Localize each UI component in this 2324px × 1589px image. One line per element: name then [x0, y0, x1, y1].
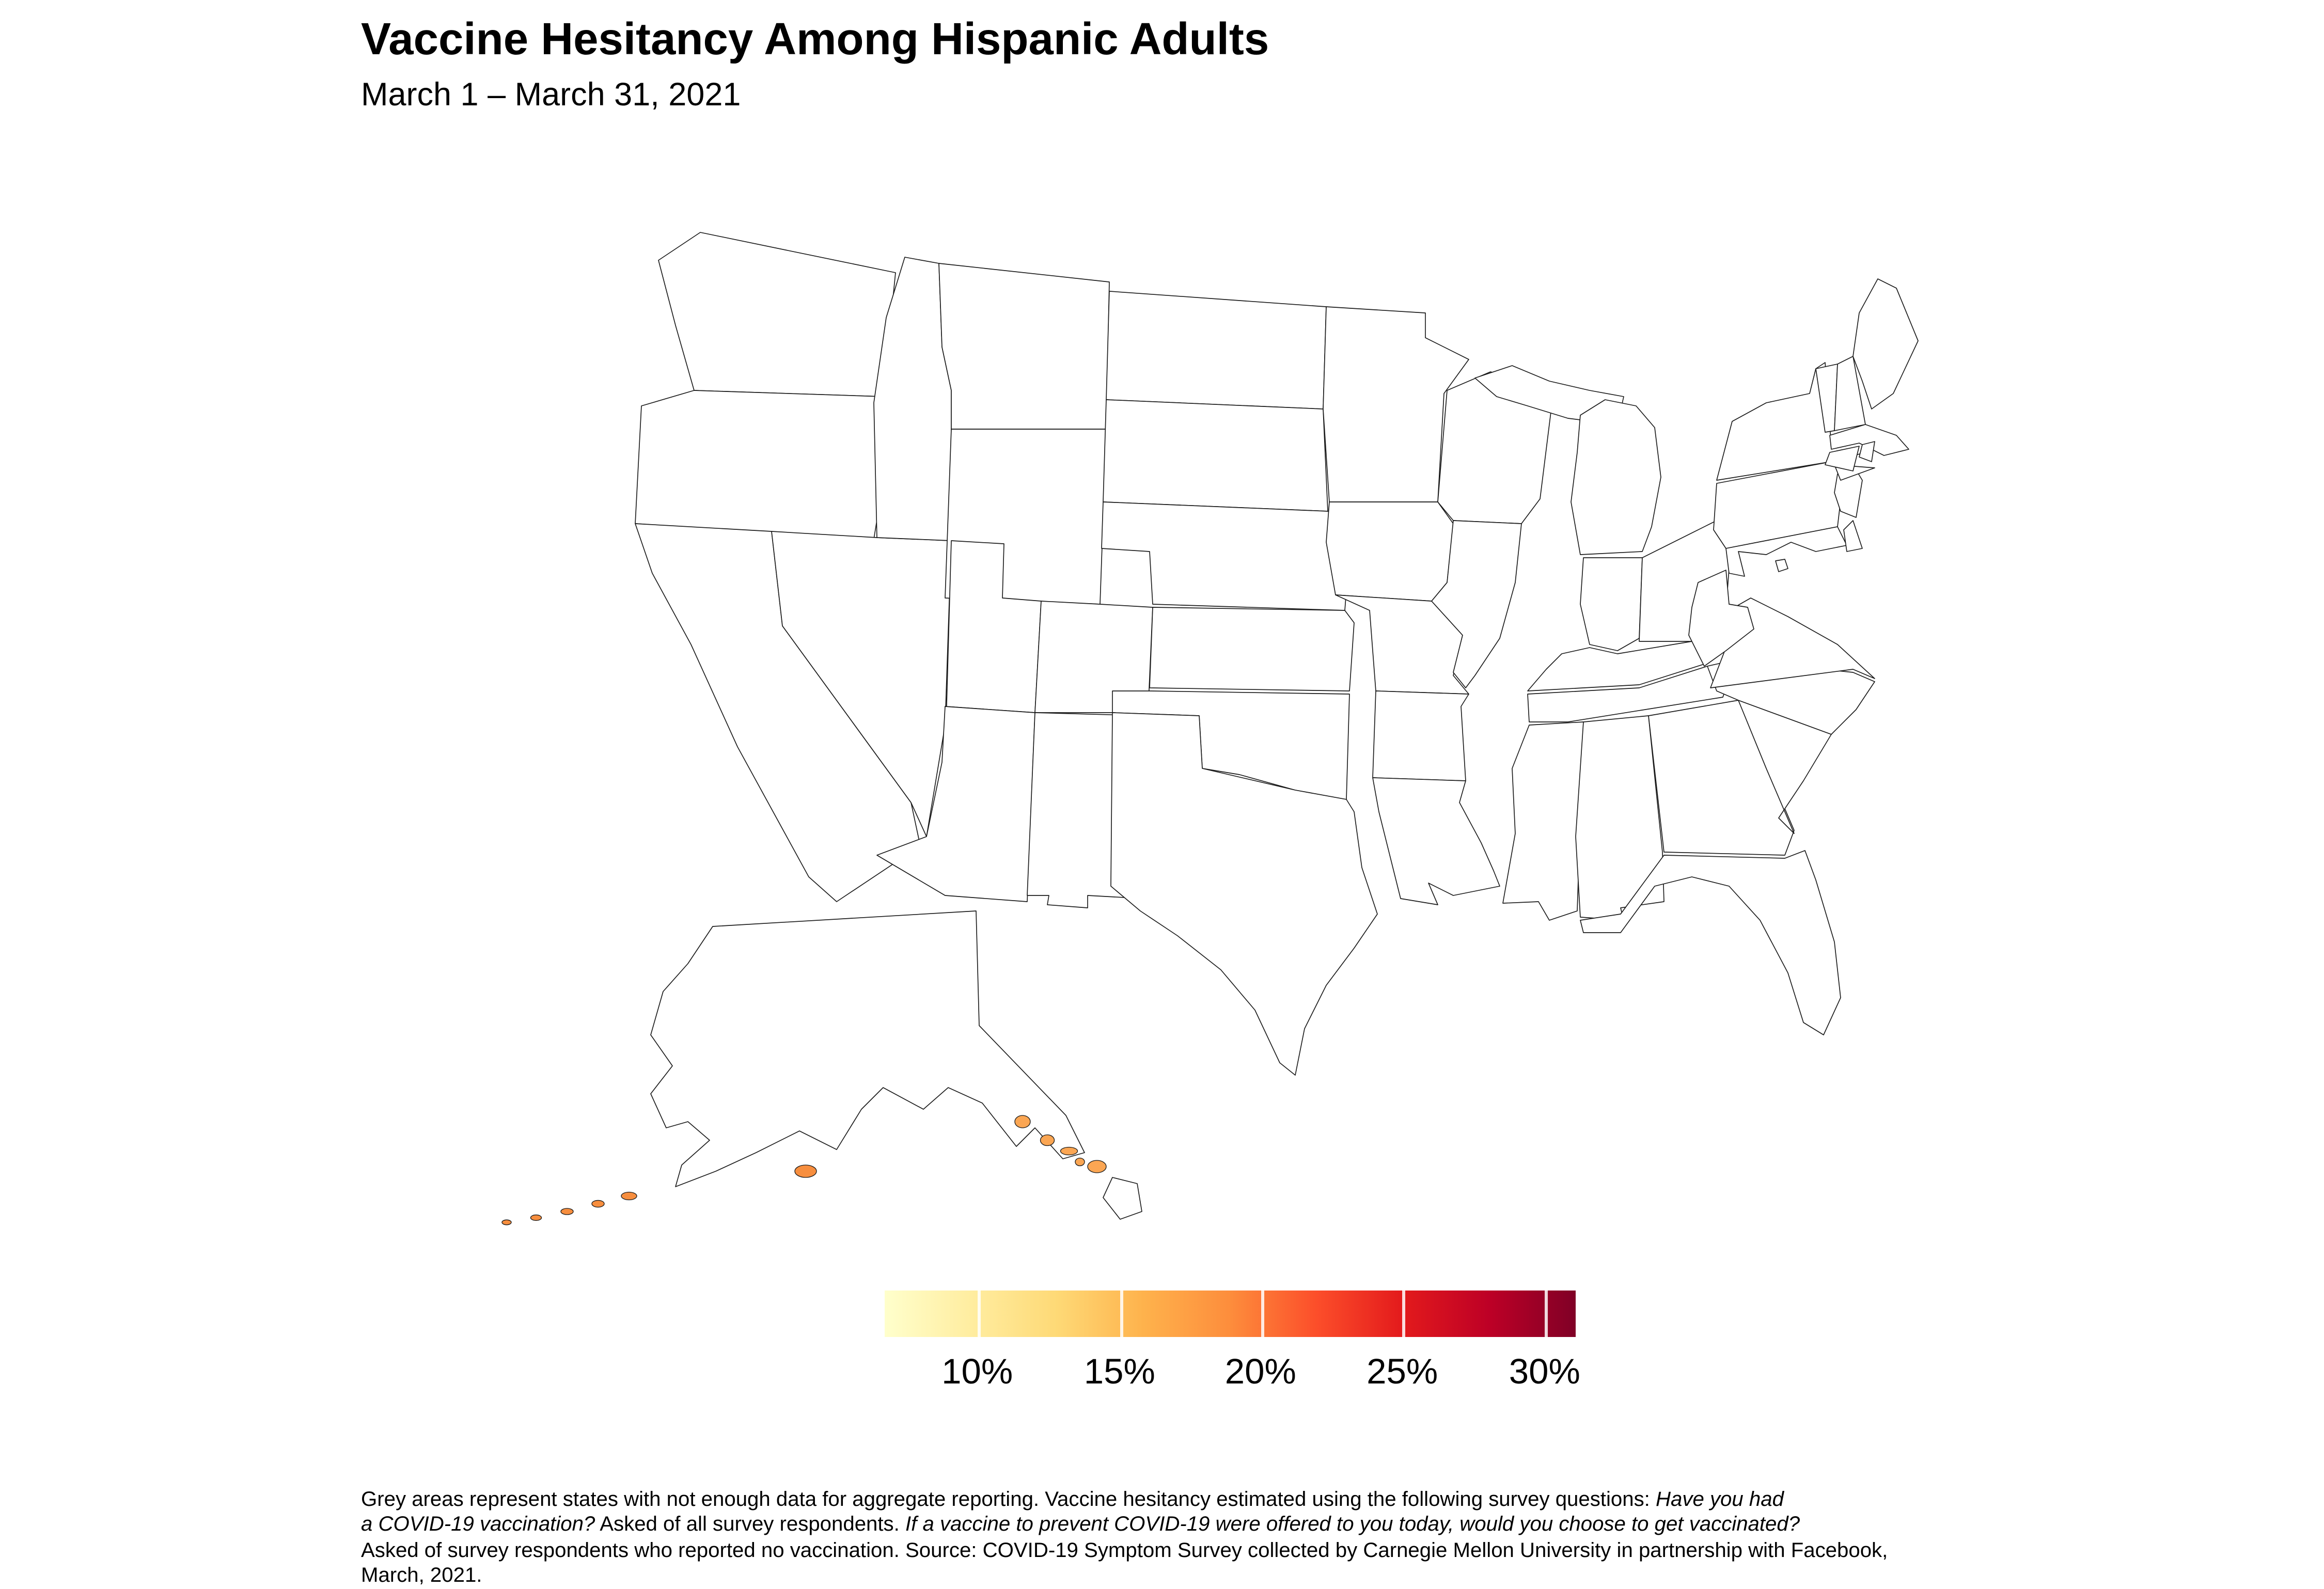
figure: Vaccine Hesitancy Among Hispanic Adults … [361, 15, 1919, 1587]
state-south-dakota [1103, 399, 1328, 512]
hawaii-kauai [1014, 1115, 1031, 1128]
legend-gradient-bar [885, 1291, 1576, 1337]
legend-tick-mark [1402, 1291, 1406, 1337]
state-district-of-columbia [1775, 559, 1788, 572]
alaska-kodiak-island [794, 1165, 817, 1178]
legend-label-25: 25% [1367, 1351, 1438, 1391]
state-indiana [1580, 557, 1643, 651]
state-north-dakota [1106, 291, 1327, 410]
alaska-aleutian-island [621, 1191, 637, 1201]
legend-tick-mark [1260, 1291, 1264, 1337]
state-iowa [1326, 501, 1454, 602]
state-minnesota [1323, 306, 1469, 502]
hawaii-lanai [1075, 1157, 1085, 1167]
state-connecticut [1825, 446, 1860, 471]
state-florida [1580, 850, 1841, 1035]
state-michigan-lower-peninsula [1571, 399, 1661, 555]
state-illinois [1431, 520, 1522, 688]
legend-tick-labels: 10% 15% 20% 25% 30% [885, 1351, 1580, 1394]
state-oregon [635, 390, 896, 540]
state-maryland [1725, 526, 1847, 577]
legend-tick-mark [977, 1291, 981, 1337]
hawaii-oahu [1040, 1134, 1055, 1146]
state-texas [1110, 712, 1378, 1076]
state-maine [1852, 278, 1919, 410]
hawaii-big-island [1103, 1177, 1142, 1220]
state-alabama [1575, 715, 1665, 921]
state-arkansas [1372, 690, 1469, 781]
state-kansas [1149, 607, 1355, 691]
legend-label-20: 20% [1224, 1351, 1296, 1391]
color-scale-legend [885, 1291, 1576, 1337]
state-west-virginia [1688, 570, 1754, 667]
legend-tick-mark [1544, 1291, 1548, 1337]
us-choropleth-map [501, 232, 1919, 1225]
legend-label-15: 15% [1084, 1351, 1155, 1391]
state-nebraska [1101, 501, 1352, 611]
legend-label-30: 30% [1509, 1351, 1580, 1391]
hawaii-maui [1087, 1160, 1107, 1173]
state-delaware [1843, 520, 1863, 552]
source-footnote: Grey areas represent states with not eno… [361, 1487, 1888, 1587]
state-washington [658, 232, 896, 397]
legend-label-10: 10% [941, 1351, 1013, 1391]
alaska-aleutian-island [501, 1219, 512, 1225]
legend-tick-mark [1119, 1291, 1123, 1337]
page-subtitle: March 1 – March 31, 2021 [361, 77, 741, 113]
state-montana [938, 263, 1110, 430]
state-alaska [650, 910, 1085, 1187]
alaska-aleutian-island [530, 1214, 542, 1221]
state-louisiana [1372, 777, 1500, 905]
alaska-aleutian-island [591, 1200, 605, 1208]
hawaii-molokai [1060, 1146, 1078, 1156]
state-rhode-island [1859, 441, 1875, 462]
alaska-aleutian-island [560, 1208, 574, 1215]
page-title: Vaccine Hesitancy Among Hispanic Adults [361, 15, 1269, 65]
state-mississippi [1502, 721, 1584, 921]
state-massachusetts [1829, 424, 1909, 456]
